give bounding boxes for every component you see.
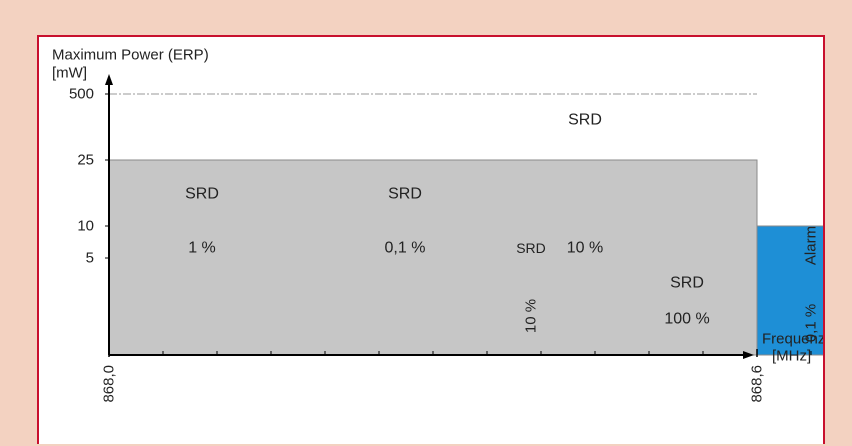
x-tick-label: 868,6 [749, 365, 766, 403]
srd-label-7: SRD [670, 275, 704, 292]
alarm-band-1 [756, 225, 823, 356]
y-tick-label: 500 [69, 86, 94, 103]
y-axis-arrow [105, 74, 113, 85]
srd-duty-0: 1 % [188, 240, 216, 257]
srd-label-0: SRD [185, 186, 219, 203]
x-axis-title: Frequenz [762, 331, 823, 348]
alarm-label-1: Alarm [803, 226, 820, 265]
x-tick-label: 868,0 [101, 365, 118, 403]
srd-duty-4: 10 % [523, 299, 540, 333]
y-tick-label: 5 [86, 250, 94, 267]
srd-band-0 [108, 159, 758, 356]
srd-duty-7: 100 % [664, 311, 709, 328]
x-axis-unit: [MHz] [772, 348, 811, 365]
y-axis-title: Maximum Power (ERP) [52, 47, 209, 64]
y-tick-label: 10 [77, 218, 94, 235]
alarm-duty-1: 0,1 % [803, 304, 820, 342]
y-axis-unit: [mW] [52, 65, 87, 82]
srd-duty-5: 10 % [567, 240, 603, 257]
y-tick-label: 25 [77, 152, 94, 169]
srd-label-4: SRD [516, 240, 546, 256]
srd-duty-2: 0,1 % [385, 240, 426, 257]
srd-label-2: SRD [388, 186, 422, 203]
srd-label-5: SRD [568, 112, 602, 129]
x-axis-arrow [743, 351, 754, 359]
